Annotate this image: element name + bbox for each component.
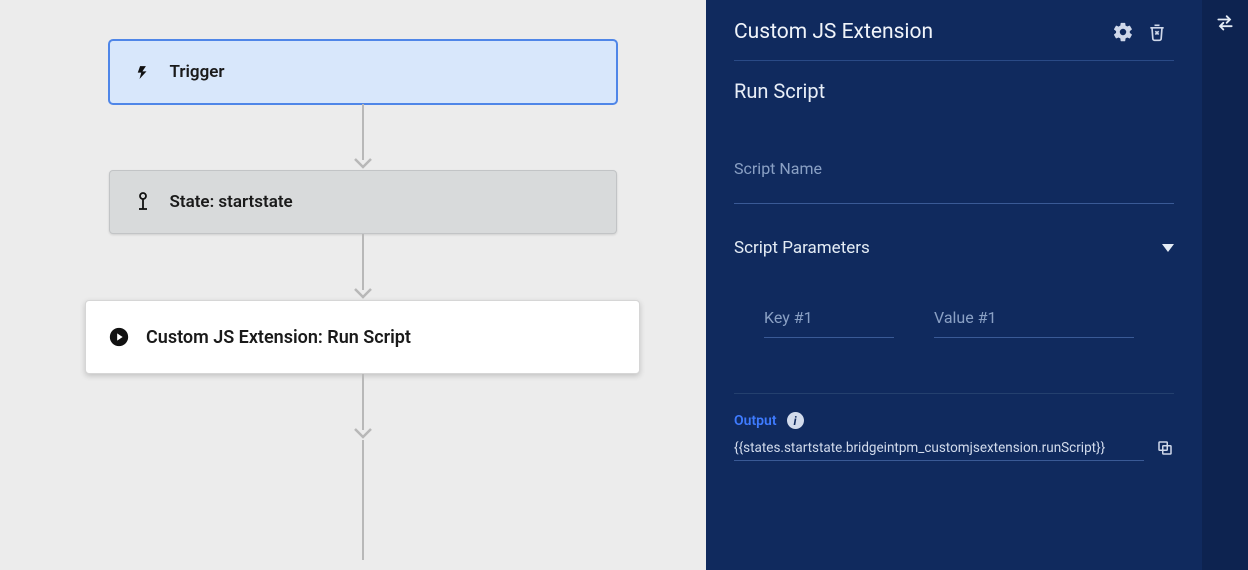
divider <box>734 60 1174 61</box>
milestone-icon <box>132 192 154 212</box>
panel-header: Custom JS Extension <box>734 20 1174 44</box>
panel-title: Custom JS Extension <box>734 20 1106 44</box>
right-rail <box>1202 0 1248 570</box>
flow-canvas[interactable]: Trigger State: startstate <box>0 0 706 570</box>
panel-subtitle: Run Script <box>734 79 1174 103</box>
info-icon[interactable]: i <box>787 412 804 429</box>
bolt-icon <box>132 62 154 82</box>
delete-icon[interactable] <box>1140 22 1174 42</box>
script-parameters-label: Script Parameters <box>734 238 870 258</box>
properties-panel: Custom JS Extension Run Script Script Na… <box>706 0 1202 570</box>
swap-icon[interactable] <box>1215 12 1235 36</box>
node-state[interactable]: State: startstate <box>109 170 617 234</box>
play-icon <box>108 326 130 348</box>
flow-container: Trigger State: startstate <box>100 40 625 560</box>
output-header: Output i <box>734 412 1174 429</box>
connector <box>354 234 372 300</box>
chevron-down-icon <box>354 158 372 170</box>
script-parameters-toggle[interactable]: Script Parameters <box>734 238 1174 258</box>
node-trigger[interactable]: Trigger <box>109 40 617 104</box>
connector <box>354 104 372 170</box>
copy-icon[interactable] <box>1156 439 1174 461</box>
connector <box>354 374 372 560</box>
param-key-input[interactable]: Key #1 <box>764 308 894 338</box>
node-action[interactable]: Custom JS Extension: Run Script <box>85 300 640 374</box>
chevron-down-icon <box>354 428 372 440</box>
output-value: {{states.startstate.bridgeintpm_customjs… <box>734 440 1144 461</box>
caret-down-icon <box>1162 244 1174 252</box>
script-name-input[interactable] <box>734 180 1174 204</box>
parameter-row: Key #1 Value #1 <box>764 308 1174 338</box>
node-action-label: Custom JS Extension: Run Script <box>146 327 411 348</box>
chevron-down-icon <box>354 288 372 300</box>
output-value-row: {{states.startstate.bridgeintpm_customjs… <box>734 439 1174 461</box>
gear-icon[interactable] <box>1106 21 1140 43</box>
param-value-input[interactable]: Value #1 <box>934 308 1134 338</box>
output-label: Output <box>734 413 777 429</box>
node-state-label: State: startstate <box>170 192 293 212</box>
script-name-label: Script Name <box>734 159 1174 178</box>
divider <box>734 393 1174 394</box>
node-trigger-label: Trigger <box>170 62 225 82</box>
